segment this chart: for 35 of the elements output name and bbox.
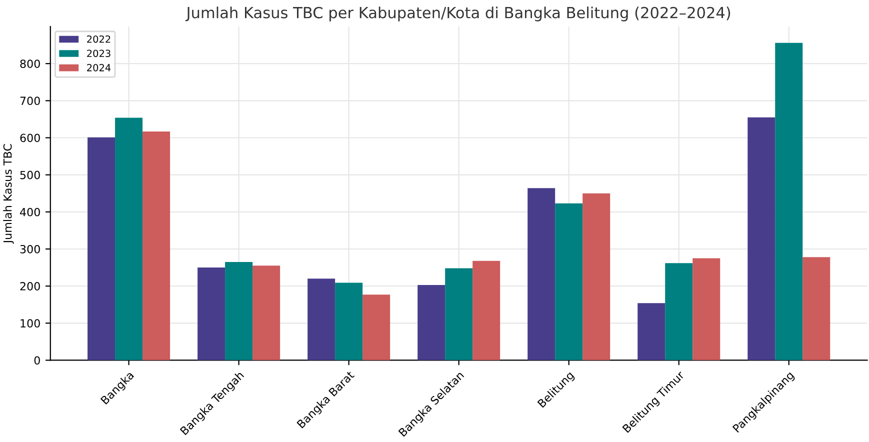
bar (555, 203, 583, 360)
bar (692, 258, 720, 360)
y-tick-label: 300 (20, 244, 40, 254)
bar (88, 137, 116, 360)
bar (528, 188, 556, 360)
y-tick-label: 100 (20, 319, 40, 328)
y-tick-label: 400 (20, 208, 40, 216)
bar (638, 303, 666, 360)
chart-title: Jumlah Kasus TBC per Kabupaten/Kota di Bangka Belitung (2022–2024) (185, 6, 730, 22)
bar (115, 118, 143, 360)
bar (252, 266, 280, 360)
y-tick-label: 0 (34, 356, 40, 365)
legend-label: 2023 (87, 50, 110, 58)
bar (665, 263, 693, 360)
y-tick-label: 600 (20, 134, 40, 142)
y-tick-label: 200 (20, 282, 40, 290)
bar (198, 268, 226, 360)
bar (308, 278, 336, 360)
y-tick-label: 800 (20, 60, 40, 68)
bar (362, 294, 390, 360)
y-tick-label: 500 (20, 170, 40, 180)
bar (418, 284, 446, 360)
legend-label: 2022 (87, 35, 110, 43)
y-tick-label: 700 (20, 96, 40, 106)
bar (775, 42, 803, 360)
bar (582, 193, 610, 360)
legend-label: 2024 (87, 64, 111, 72)
bar (472, 260, 500, 360)
bar (445, 268, 473, 360)
bar (802, 257, 830, 360)
bar (142, 131, 170, 360)
bar (225, 262, 253, 360)
bar (748, 117, 776, 360)
y-axis-title: Jumlah Kasus TBC (3, 144, 14, 244)
bar (335, 282, 363, 360)
